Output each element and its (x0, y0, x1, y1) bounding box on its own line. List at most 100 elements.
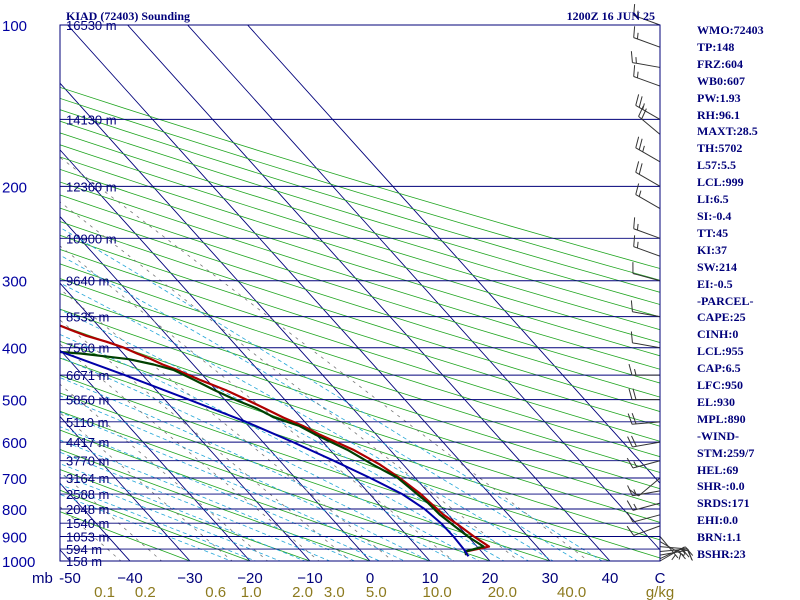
height-label: 5850 m (66, 393, 109, 408)
wind-barb (659, 541, 685, 560)
barb-half-flag (633, 503, 638, 510)
wind-barb (630, 300, 661, 318)
barb-staff (633, 228, 661, 239)
index-item: CAPE:25 (697, 310, 746, 325)
isotherm-line (60, 215, 371, 561)
mixing-ratio-tick-label: 0.6 (205, 584, 226, 600)
height-label: 5110 m (66, 415, 108, 430)
moist-adiabat (60, 411, 406, 561)
wind-barb (626, 511, 661, 523)
barb-half-flag (683, 548, 686, 555)
moist-adiabat (60, 356, 481, 561)
isotherm-line (67, 25, 551, 561)
index-item: PW:1.93 (697, 90, 741, 105)
wind-barb (628, 388, 660, 401)
background-lines (60, 25, 660, 561)
dewpoint-profile (60, 350, 485, 556)
moist-adiabat (60, 226, 603, 561)
index-item: SW:214 (697, 259, 738, 274)
wind-barb (633, 217, 661, 239)
wind-barb (633, 235, 661, 257)
barb-flag (626, 500, 634, 511)
index-item: TP:148 (697, 39, 735, 54)
pressure-label: 600 (2, 435, 27, 452)
parcel-profile (60, 350, 470, 557)
wind-barb (626, 457, 661, 469)
barb-staff (659, 546, 688, 550)
wind-barb (630, 51, 661, 68)
dry-adiabat (60, 194, 660, 384)
index-item: EI:-0.5 (697, 276, 733, 291)
index-item: FRZ:604 (697, 56, 743, 71)
barb-flag (631, 435, 637, 447)
barb-flag (638, 105, 644, 117)
wind-barb (626, 525, 661, 536)
height-label: 158 m (66, 554, 102, 569)
barb-staff (632, 514, 661, 523)
index-item: TT:45 (697, 225, 729, 240)
pressure-label: 500 (2, 393, 27, 410)
mixing-ratio-tick-label: 1.0 (241, 584, 262, 600)
temperature-tick-label: −10 (297, 570, 322, 587)
isotherm-line (60, 349, 251, 561)
barb-staff (632, 421, 661, 425)
dry-adiabat (60, 221, 660, 412)
index-item: SI:-0.4 (697, 208, 732, 223)
dry-adiabat (60, 156, 660, 343)
moist-adiabat (60, 377, 456, 561)
index-item: LCL:955 (697, 344, 744, 359)
pressure-label: 800 (2, 502, 27, 519)
stability-indices-panel: WMO:72403 TP:148 FRZ:604 WB0:607 PW:1.93 RH:9… (697, 22, 797, 563)
barb-flag (635, 161, 640, 173)
barb-flag (687, 548, 693, 560)
dry-adiabat (60, 410, 492, 561)
barb-flag (635, 183, 640, 195)
barb-staff (635, 171, 661, 187)
index-item: CAP:6.5 (697, 361, 741, 376)
index-item: BRN:1.1 (697, 530, 742, 545)
barb-flag (627, 436, 633, 448)
index-item: -PARCEL- (697, 293, 754, 308)
height-label: 4417 m (66, 435, 109, 450)
dry-adiabat (60, 97, 660, 281)
wind-barb (627, 435, 661, 448)
height-label: 1053 m (66, 529, 109, 544)
barb-half-flag (636, 241, 639, 249)
barb-half-flag (636, 10, 639, 17)
wind-barb (635, 94, 661, 120)
barb-flag (633, 217, 636, 229)
barb-half-flag (678, 553, 682, 560)
barb-staff (632, 62, 661, 68)
barb-flag (633, 235, 636, 247)
temperature-tick-label: -50 (59, 570, 81, 587)
moist-adiabat (60, 254, 579, 561)
index-item: MPL:890 (697, 411, 746, 426)
dry-adiabat (60, 144, 660, 331)
barb-flag (641, 108, 647, 120)
wind-barb (659, 548, 693, 560)
dry-adiabat (60, 308, 660, 506)
height-label: 12360 m (66, 179, 117, 194)
wind-barb (635, 161, 661, 187)
barb-staff (632, 273, 661, 282)
height-label: 594 m (66, 542, 102, 557)
mixing-ratio-unit-label: g/kg (646, 584, 674, 600)
mixing-ratio-tick-label: 40.0 (557, 584, 586, 600)
barb-staff (638, 116, 661, 135)
index-item: EL:930 (697, 394, 736, 409)
barb-flag (627, 413, 633, 425)
wind-barb (633, 4, 661, 26)
isobar-lines (60, 24, 660, 562)
barb-flag (630, 51, 633, 63)
barb-flag (631, 413, 637, 425)
wind-barb (627, 413, 661, 425)
height-label: 14130 m (66, 112, 117, 127)
mixing-ratio-tick-label: 3.0 (324, 584, 345, 600)
barb-half-flag (634, 369, 637, 376)
barb-staff (633, 37, 661, 48)
dry-adiabat (60, 489, 252, 561)
mixing-ratio-tick-label: 2.0 (292, 584, 313, 600)
barb-half-flag (642, 103, 645, 110)
pressure-label: 100 (2, 18, 27, 35)
